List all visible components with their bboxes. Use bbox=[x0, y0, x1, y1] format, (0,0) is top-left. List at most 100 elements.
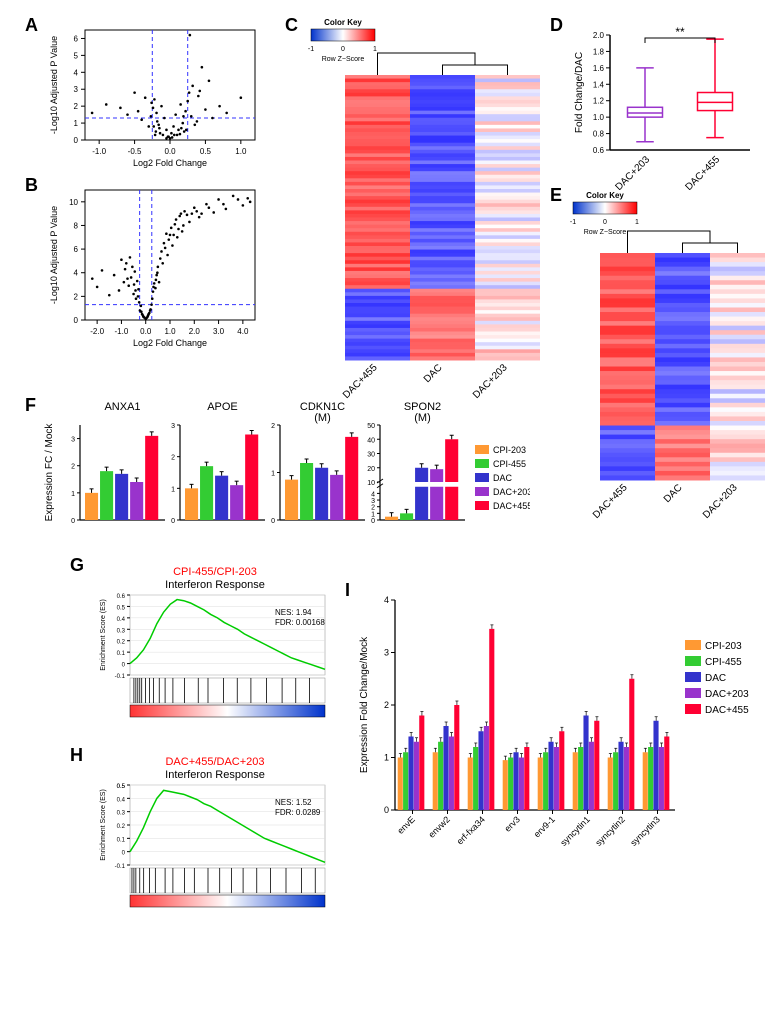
svg-text:Log2 Fold Change: Log2 Fold Change bbox=[133, 338, 207, 348]
svg-text:1.0: 1.0 bbox=[164, 327, 176, 336]
svg-text:envw2: envw2 bbox=[426, 814, 451, 839]
svg-text:1.2: 1.2 bbox=[593, 97, 605, 106]
svg-text:DAC+203: DAC+203 bbox=[493, 487, 530, 497]
svg-text:0.5: 0.5 bbox=[200, 147, 212, 156]
svg-text:0.4: 0.4 bbox=[117, 797, 126, 803]
volcano-plot-B: -2.0-1.00.01.02.03.04.00246810Log2 Fold … bbox=[45, 180, 265, 350]
svg-text:3.0: 3.0 bbox=[213, 327, 225, 336]
svg-text:0: 0 bbox=[371, 518, 375, 525]
svg-text:4: 4 bbox=[74, 68, 79, 77]
label-B: B bbox=[25, 175, 38, 196]
svg-text:0.1: 0.1 bbox=[117, 837, 126, 843]
svg-text:4.0: 4.0 bbox=[237, 327, 249, 336]
svg-text:4: 4 bbox=[74, 269, 79, 278]
svg-text:0.0: 0.0 bbox=[140, 327, 152, 336]
svg-text:0: 0 bbox=[122, 851, 126, 857]
svg-text:0.2: 0.2 bbox=[117, 640, 126, 646]
svg-text:Enrichment Score (ES): Enrichment Score (ES) bbox=[100, 599, 107, 671]
gsea-H: DAC+455/DAC+203Interferon Response -0.1 0 0… bbox=[95, 755, 335, 935]
svg-text:DAC+455: DAC+455 bbox=[683, 154, 722, 190]
svg-text:2: 2 bbox=[384, 700, 389, 710]
svg-text:3: 3 bbox=[71, 437, 75, 444]
svg-text:CPI-203: CPI-203 bbox=[705, 641, 742, 652]
svg-text:-Log10 Adjusted P Value: -Log10 Adjusted P Value bbox=[49, 206, 59, 304]
label-F: F bbox=[25, 395, 36, 416]
svg-text:2.0: 2.0 bbox=[593, 31, 605, 40]
svg-text:DAC+455/DAC+203: DAC+455/DAC+203 bbox=[165, 756, 264, 768]
svg-text:ANXA1: ANXA1 bbox=[104, 401, 140, 413]
svg-text:NES: 1.52: NES: 1.52 bbox=[275, 798, 312, 807]
svg-text:(M): (M) bbox=[414, 412, 431, 424]
svg-text:3: 3 bbox=[74, 85, 79, 94]
svg-text:0: 0 bbox=[71, 518, 75, 525]
svg-text:erv9-1: erv9-1 bbox=[532, 814, 557, 839]
svg-text:DAC+455: DAC+455 bbox=[493, 501, 530, 511]
svg-text:Interferon Response: Interferon Response bbox=[165, 579, 265, 591]
svg-text:3: 3 bbox=[171, 423, 175, 430]
label-E: E bbox=[550, 185, 562, 206]
svg-text:erf-fxa34: erf-fxa34 bbox=[455, 814, 487, 846]
svg-text:2: 2 bbox=[371, 505, 375, 512]
volcano-plot-A: -1.0-0.50.00.51.00123456Log2 Fold Change… bbox=[45, 20, 265, 170]
svg-text:DAC+455: DAC+455 bbox=[341, 362, 380, 401]
svg-text:0.8: 0.8 bbox=[593, 130, 605, 139]
svg-text:-0.1: -0.1 bbox=[115, 674, 126, 680]
svg-text:5: 5 bbox=[74, 51, 79, 60]
svg-text:4: 4 bbox=[371, 491, 375, 498]
svg-text:DAC: DAC bbox=[662, 482, 685, 505]
svg-text:Expression Fold Change/Mock: Expression Fold Change/Mock bbox=[359, 636, 370, 773]
svg-text:0.6: 0.6 bbox=[117, 594, 126, 600]
svg-text:1.0: 1.0 bbox=[593, 113, 605, 122]
label-I: I bbox=[345, 580, 350, 601]
svg-text:(M): (M) bbox=[314, 412, 331, 424]
label-C: C bbox=[285, 15, 298, 36]
svg-text:syncytin1: syncytin1 bbox=[558, 814, 592, 848]
svg-text:Interferon Response: Interferon Response bbox=[165, 769, 265, 781]
svg-text:0: 0 bbox=[74, 316, 79, 325]
svg-text:Fold Change/DAC: Fold Change/DAC bbox=[574, 52, 585, 133]
svg-text:Color Key: Color Key bbox=[586, 191, 624, 200]
svg-text:6: 6 bbox=[74, 245, 79, 254]
svg-text:DAC+203: DAC+203 bbox=[471, 362, 510, 401]
figure-container: A B C D E F G H I -1.0-0.50.00.51.001234… bbox=[10, 10, 766, 1007]
svg-text:1: 1 bbox=[71, 491, 75, 498]
svg-text:50: 50 bbox=[367, 423, 375, 430]
svg-text:20: 20 bbox=[367, 466, 375, 473]
svg-text:-2.0: -2.0 bbox=[90, 327, 104, 336]
barpanel-I: 01234Expression Fold Change/MockenvEenvw… bbox=[355, 590, 765, 870]
svg-text:CPI-455: CPI-455 bbox=[705, 657, 742, 668]
svg-text:0.3: 0.3 bbox=[117, 628, 126, 634]
svg-text:1: 1 bbox=[271, 471, 275, 478]
svg-text:3: 3 bbox=[384, 648, 389, 658]
label-D: D bbox=[550, 15, 563, 36]
svg-text:FDR: 0.0289: FDR: 0.0289 bbox=[275, 808, 321, 817]
svg-text:10: 10 bbox=[69, 198, 78, 207]
svg-text:syncytin3: syncytin3 bbox=[628, 814, 662, 848]
svg-text:-1.0: -1.0 bbox=[92, 147, 106, 156]
svg-text:Expression FC / Mock: Expression FC / Mock bbox=[44, 423, 55, 522]
svg-text:syncytin2: syncytin2 bbox=[593, 814, 627, 848]
svg-text:0: 0 bbox=[74, 136, 79, 145]
barpanel-F: Expression FC / MockANXA10123APOE0123CDK… bbox=[40, 400, 530, 550]
svg-text:1.8: 1.8 bbox=[593, 47, 605, 56]
label-A: A bbox=[25, 15, 38, 36]
svg-text:0.5: 0.5 bbox=[117, 605, 126, 611]
heatmap-E: DAC+455DACDAC+203 bbox=[565, 225, 765, 525]
svg-text:3: 3 bbox=[371, 498, 375, 505]
svg-text:1.4: 1.4 bbox=[593, 80, 605, 89]
svg-text:0.5: 0.5 bbox=[117, 784, 126, 790]
svg-text:0.4: 0.4 bbox=[117, 617, 126, 623]
svg-text:envE: envE bbox=[395, 814, 417, 836]
heatmap-C: DAC+455DACDAC+203 bbox=[310, 45, 540, 405]
svg-text:0: 0 bbox=[271, 518, 275, 525]
svg-text:-0.1: -0.1 bbox=[115, 864, 126, 870]
svg-text:0.0: 0.0 bbox=[164, 147, 176, 156]
svg-text:CPI-455: CPI-455 bbox=[493, 459, 526, 469]
svg-text:1.6: 1.6 bbox=[593, 64, 605, 73]
svg-text:DAC+203: DAC+203 bbox=[701, 482, 740, 521]
svg-text:2.0: 2.0 bbox=[189, 327, 201, 336]
svg-text:Enrichment Score (ES): Enrichment Score (ES) bbox=[100, 789, 107, 861]
svg-text:FDR: 0.00168: FDR: 0.00168 bbox=[275, 618, 325, 627]
gsea-G: CPI-455/CPI-203Interferon Response-0.100… bbox=[95, 565, 335, 745]
svg-text:DAC+455: DAC+455 bbox=[705, 705, 749, 716]
